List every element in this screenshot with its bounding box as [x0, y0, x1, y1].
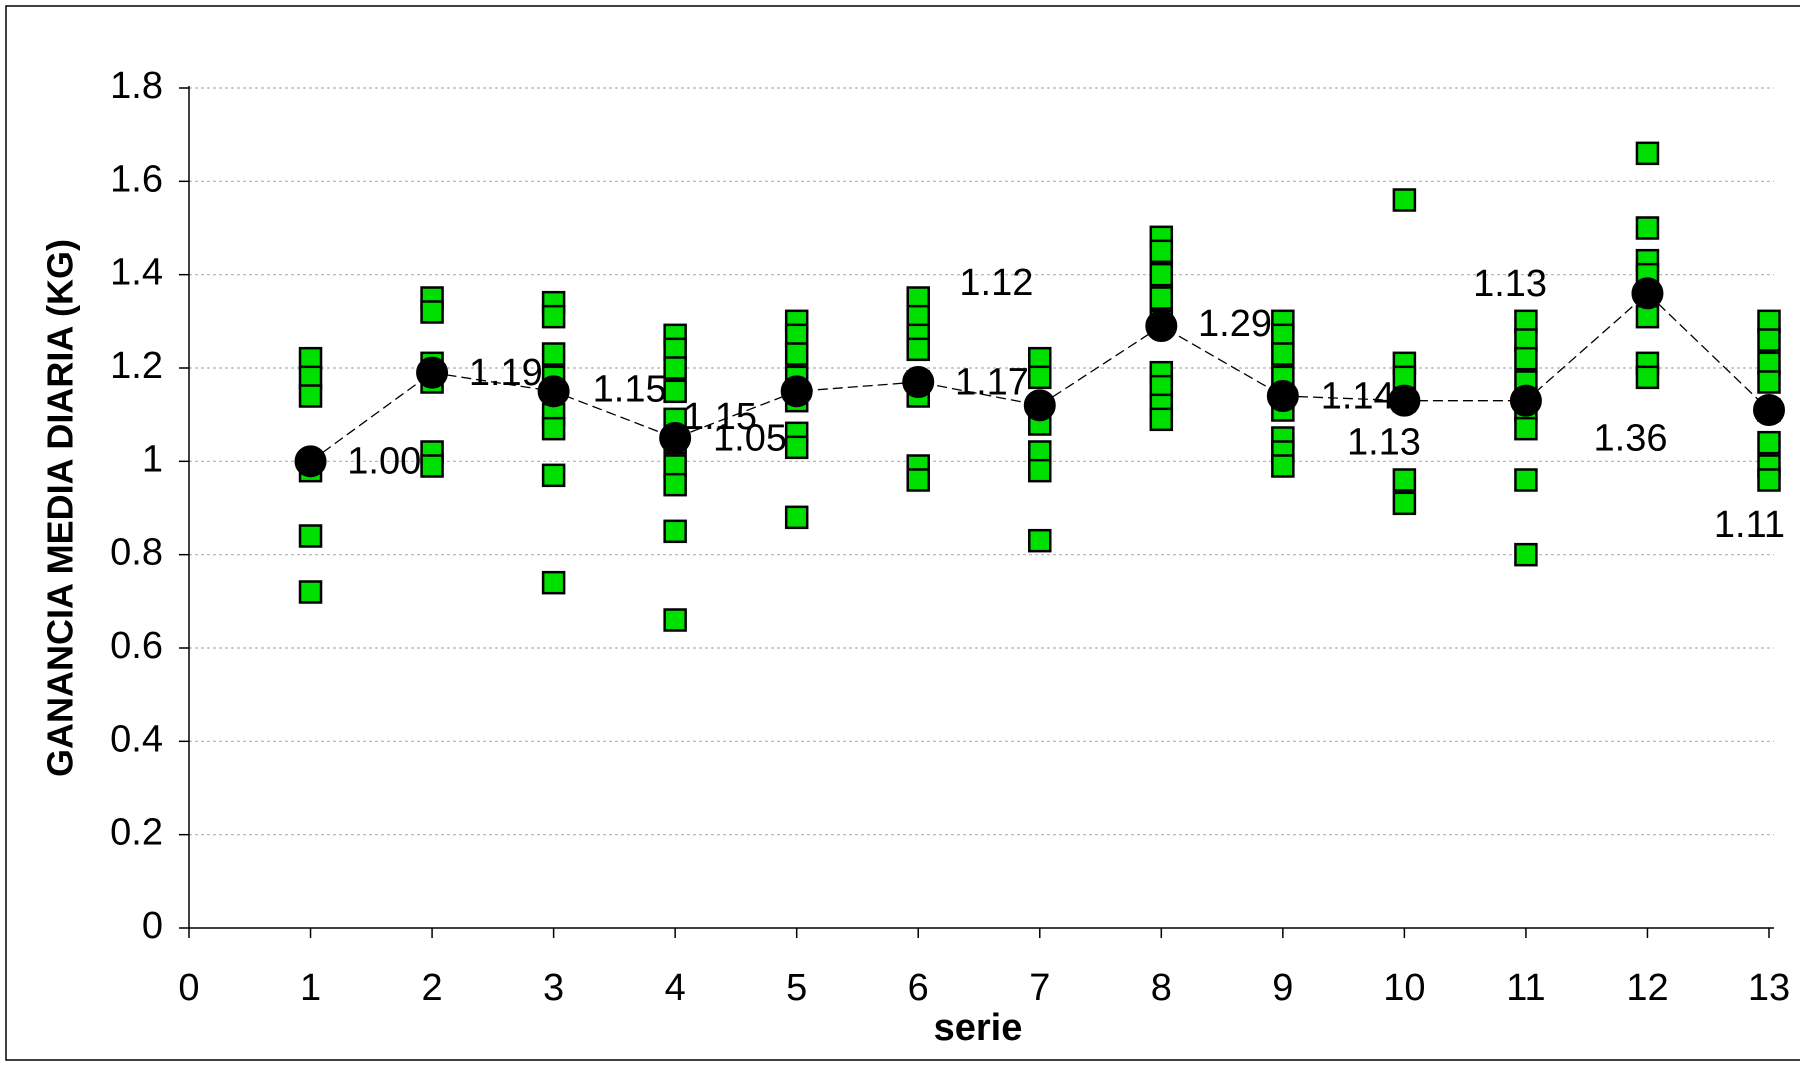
data-point — [541, 342, 566, 366]
data-point — [541, 416, 566, 441]
data-label: 1.13 — [1473, 263, 1547, 305]
data-point — [1514, 416, 1538, 441]
data-label: 1.29 — [1198, 303, 1272, 345]
data-point — [1392, 188, 1417, 212]
data-point — [541, 304, 566, 329]
data-point — [420, 300, 444, 324]
data-point — [1149, 407, 1174, 432]
y-tick-label: 0.6 — [110, 625, 163, 667]
x-tick-label: 11 — [1506, 967, 1545, 1009]
mean-point — [294, 445, 327, 478]
data-point — [1149, 286, 1174, 310]
y-axis-title: GANANCIA MEDIA DIARIA (KG) — [40, 239, 81, 777]
data-label: 1.19 — [469, 352, 543, 394]
data-point — [298, 580, 323, 604]
data-point — [298, 524, 323, 548]
data-point — [784, 505, 809, 530]
y-tick-label: 1.6 — [110, 158, 163, 200]
mean-point — [1388, 384, 1421, 417]
data-label: 1.11 — [1714, 504, 1785, 546]
data-label: 1.14 — [1321, 375, 1395, 417]
data-point — [906, 468, 930, 492]
mean-point — [780, 375, 813, 408]
data-label: 1.13 — [1347, 421, 1421, 463]
x-tick-label: 6 — [908, 967, 929, 1009]
y-tick-label: 1 — [142, 438, 163, 480]
data-point — [1028, 458, 1052, 483]
data-point — [1514, 468, 1538, 492]
mean-point — [416, 356, 449, 389]
x-tick-label: 9 — [1272, 967, 1293, 1009]
data-point — [1757, 468, 1781, 492]
mean-point — [1023, 389, 1056, 422]
data-label: 1.17 — [955, 361, 1029, 403]
mean-point — [537, 375, 570, 408]
data-label: 1.15 — [683, 396, 757, 438]
y-tick-label: 1.4 — [110, 252, 163, 294]
data-point — [1514, 542, 1538, 567]
data-point — [663, 356, 687, 380]
data-point — [1149, 262, 1174, 287]
data-point — [1271, 342, 1295, 366]
data-label: 1.15 — [593, 368, 667, 410]
data-point — [663, 472, 687, 497]
x-tick-label: 7 — [1029, 967, 1050, 1009]
x-tick-label: 5 — [786, 967, 807, 1009]
x-tick-label: 3 — [543, 967, 564, 1009]
y-tick-label: 0.8 — [110, 532, 163, 574]
data-point — [1392, 491, 1417, 516]
data-point — [1757, 328, 1781, 352]
y-tick-label: 0.4 — [110, 718, 163, 760]
data-point — [906, 337, 930, 362]
data-point — [1757, 430, 1781, 455]
data-point — [541, 463, 566, 488]
data-label: 1.36 — [1594, 417, 1668, 459]
data-point — [1635, 141, 1660, 166]
y-tick-label: 1.8 — [110, 65, 163, 107]
data-point — [1392, 468, 1417, 492]
data-point — [1271, 454, 1295, 478]
mean-point — [1753, 394, 1785, 426]
data-label: 1.05 — [713, 417, 787, 459]
data-point — [663, 608, 687, 632]
data-point — [784, 342, 809, 366]
mean-point — [1509, 384, 1542, 417]
x-tick-label: 12 — [1626, 967, 1668, 1009]
mean-point — [659, 422, 692, 454]
x-tick-label: 8 — [1151, 967, 1172, 1009]
data-point — [1635, 365, 1660, 390]
data-point — [1635, 216, 1660, 240]
y-tick-label: 1.2 — [110, 345, 163, 387]
x-tick-label: 13 — [1748, 967, 1790, 1009]
mean-point — [1145, 310, 1178, 342]
x-tick-label: 10 — [1383, 967, 1425, 1009]
chart-frame — [5, 5, 1800, 1061]
mean-point — [1266, 380, 1299, 412]
mean-point — [1631, 277, 1664, 310]
data-point — [1028, 528, 1052, 553]
y-tick-label: 0.2 — [110, 812, 163, 854]
data-label: 1.12 — [959, 262, 1033, 304]
data-point — [1028, 365, 1052, 390]
data-point — [420, 454, 444, 478]
x-tick-label: 4 — [665, 967, 686, 1009]
x-tick-label: 1 — [300, 967, 321, 1009]
data-point — [663, 379, 687, 404]
data-point — [1757, 370, 1781, 394]
y-tick-label: 0 — [142, 905, 163, 947]
x-tick-label: 2 — [422, 967, 443, 1009]
x-tick-label: 0 — [178, 967, 199, 1009]
data-point — [663, 519, 687, 544]
x-axis-title: serie — [934, 1007, 1023, 1049]
data-point — [541, 570, 566, 595]
data-label: 1.00 — [347, 441, 421, 483]
mean-point — [902, 366, 935, 398]
data-point — [784, 435, 809, 460]
data-point — [1514, 346, 1538, 371]
data-point — [298, 384, 323, 408]
data-point — [1149, 239, 1174, 264]
